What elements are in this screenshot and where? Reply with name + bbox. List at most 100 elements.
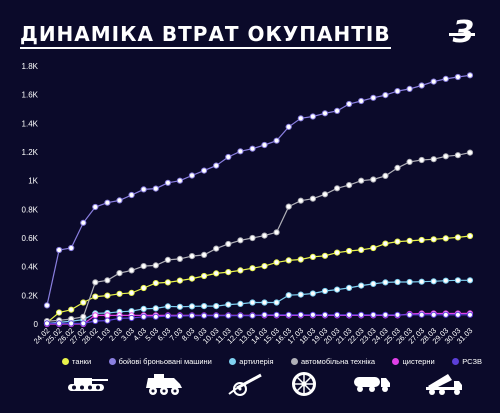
data-point — [442, 75, 449, 83]
data-point — [128, 289, 135, 296]
y-tick-label: 1.6K — [22, 91, 39, 100]
data-point — [382, 311, 389, 318]
tanker-truck-icon — [354, 377, 390, 392]
data-point — [164, 312, 171, 320]
mlrs-icon — [426, 374, 462, 395]
data-point — [104, 317, 111, 324]
y-tick-label: 0 — [34, 320, 39, 329]
data-point — [249, 145, 256, 152]
data-point — [225, 269, 232, 276]
data-point — [285, 123, 292, 131]
data-point — [56, 320, 63, 327]
data-point — [382, 172, 389, 179]
data-point — [56, 246, 63, 254]
data-point — [176, 312, 183, 320]
data-point — [43, 320, 51, 327]
legend-item-vehicles: автомобільна техніка — [291, 357, 375, 366]
data-point — [225, 301, 232, 308]
data-point — [201, 167, 208, 174]
data-point — [92, 293, 99, 300]
data-point — [358, 311, 365, 318]
data-point — [80, 219, 87, 226]
data-point — [68, 320, 75, 327]
y-tick-label: 1K — [28, 177, 38, 186]
data-point — [152, 305, 159, 312]
legend-label: РСЗВ — [462, 357, 482, 366]
data-point — [394, 88, 401, 95]
data-point — [346, 247, 353, 255]
data-point — [394, 238, 401, 245]
data-point — [213, 270, 220, 277]
data-point — [297, 115, 304, 122]
data-point — [80, 313, 87, 320]
legend-label: цистерни — [402, 357, 435, 366]
data-point — [261, 232, 268, 239]
artillery-icon — [228, 373, 262, 396]
data-point — [285, 292, 292, 299]
data-point — [176, 177, 183, 184]
data-point — [213, 245, 220, 252]
data-point — [297, 197, 304, 204]
legend-label: бойові броньовані машини — [118, 357, 212, 366]
data-point — [128, 314, 135, 322]
data-point — [68, 306, 75, 313]
data-point — [56, 309, 63, 316]
legend-label: артилерія — [239, 357, 274, 366]
data-point — [225, 240, 232, 248]
data-point — [430, 236, 437, 243]
data-point — [164, 256, 171, 263]
data-point — [358, 97, 365, 105]
legend-dot — [229, 358, 237, 365]
y-tick-label: 1.8K — [22, 62, 39, 71]
data-point — [334, 249, 341, 256]
data-point — [297, 291, 304, 298]
data-point — [442, 235, 449, 242]
data-point — [321, 311, 329, 318]
data-point — [358, 177, 365, 184]
data-point — [454, 277, 461, 284]
data-point — [285, 257, 292, 264]
data-point — [92, 317, 99, 325]
series-line — [46, 74, 471, 306]
data-point — [201, 312, 208, 319]
data-point — [430, 278, 437, 285]
data-point — [104, 312, 111, 319]
data-point — [43, 302, 51, 309]
data-point — [273, 137, 280, 144]
data-point — [249, 234, 256, 242]
data-point — [430, 78, 437, 85]
data-point — [164, 303, 171, 310]
data-point — [394, 278, 401, 286]
logo-bar — [448, 33, 475, 36]
legend-dot — [452, 358, 460, 365]
data-point — [346, 100, 353, 108]
data-point — [201, 251, 208, 258]
legend-item-mlrs: РСЗВ — [452, 357, 482, 366]
data-point — [80, 299, 87, 306]
data-point — [466, 232, 474, 240]
data-point — [309, 113, 316, 120]
data-point — [176, 255, 183, 262]
data-point — [213, 162, 220, 169]
page-title: ДИНАМІКА ВТРАТ ОКУПАНТІВ — [20, 22, 391, 49]
y-tick-label: 0.2K — [22, 291, 39, 300]
data-point — [442, 277, 449, 284]
data-point — [237, 267, 244, 274]
data-point — [454, 234, 461, 241]
data-point — [370, 311, 377, 318]
data-point — [249, 265, 256, 272]
data-point — [273, 311, 280, 318]
data-point — [370, 176, 377, 183]
data-point — [80, 320, 87, 327]
data-point — [164, 179, 171, 186]
armored-vehicle-icon — [146, 374, 182, 395]
data-point — [104, 199, 111, 206]
legend-dot — [291, 358, 298, 365]
legend-item-tanks: танки — [62, 357, 91, 366]
data-point — [116, 270, 123, 277]
data-point — [346, 284, 353, 291]
data-point — [92, 203, 99, 211]
data-point — [382, 240, 389, 247]
data-point — [321, 252, 329, 259]
